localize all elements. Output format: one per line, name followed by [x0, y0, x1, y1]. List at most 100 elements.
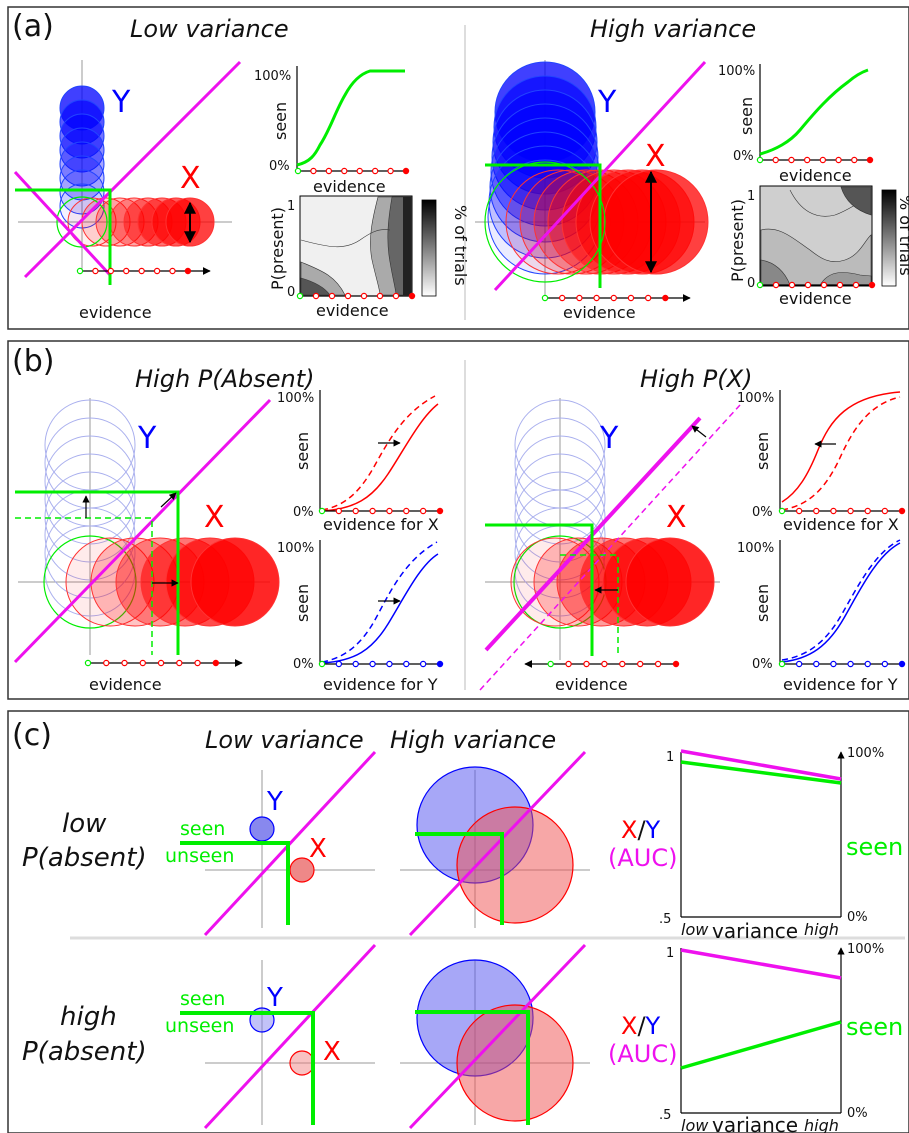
evidence-tick-dot — [419, 507, 427, 515]
c-row1-plot-right-bottom: 0% — [847, 910, 868, 925]
evidence-tick-dot — [341, 167, 348, 175]
panel-b-right-space: Y X evidence — [479, 398, 741, 694]
evidence-tick-dot — [212, 659, 220, 667]
b-right-bot-bottom-tick: 0% — [752, 657, 773, 672]
panel-a-left-heatmap: 1 0 P(present) evidence % of trials — [268, 195, 470, 320]
evidence-tick-dot — [325, 167, 333, 175]
c-row2-plot-y: Y — [645, 1012, 661, 1040]
y-distribution-circle — [59, 141, 105, 187]
evidence-tick-dot — [852, 281, 860, 289]
c-row2-plot-high: high — [804, 1116, 839, 1133]
panel-c-row1-plot: 1 .5 100% 0% X/Y (AUC) seen low high var… — [608, 746, 903, 943]
c-row1-label-2: P(absent) — [22, 843, 147, 873]
b-left-bot-bottom-tick: 0% — [293, 657, 314, 672]
panel-c-frame — [7, 710, 909, 1133]
b-right-evidence-label: evidence — [555, 675, 628, 694]
evidence-tick-dot — [369, 660, 376, 668]
evidence-tick-dot — [386, 507, 393, 515]
c-row2-x-label: X — [323, 1037, 341, 1067]
evidence-tick-dot — [157, 659, 165, 667]
evidence-tick-dot — [121, 659, 128, 667]
a-right-hm-bottom-tick: 0 — [747, 276, 755, 291]
evidence-tick-dot — [881, 507, 889, 515]
b-right-top-bottom-tick: 0% — [752, 505, 773, 520]
evidence-tick-dot — [360, 292, 368, 300]
evidence-tick-dot — [352, 660, 359, 668]
evidence-tick-dot — [402, 167, 410, 175]
evidence-tick-dot — [864, 660, 871, 668]
a-left-evidence-label: evidence — [79, 303, 152, 322]
evidence-tick-dot — [756, 281, 764, 289]
c-row1-plot-y: Y — [645, 816, 661, 844]
c-row1-plot-seen: seen — [846, 833, 903, 861]
x-distribution-circle — [603, 169, 709, 275]
evidence-tick-dot — [803, 156, 811, 164]
evidence-tick-dot — [601, 660, 608, 668]
evidence-tick-dot — [619, 660, 626, 668]
c-row2-plot-right-top: 100% — [847, 942, 884, 957]
evidence-tick-dot — [376, 292, 384, 300]
b-right-bot-ylabel: seen — [753, 584, 772, 622]
panel-a-label: (a) — [12, 9, 54, 44]
evidence-tick-dot — [795, 660, 803, 668]
evidence-tick-dot — [335, 507, 343, 515]
evidence-tick-dot — [84, 659, 92, 667]
evidence-tick-dot — [583, 660, 590, 668]
a-right-hm-ylabel: P(present) — [728, 199, 747, 282]
evidence-tick-dot — [610, 294, 617, 302]
evidence-tick-dot — [92, 267, 99, 275]
c-row1-plot-right-top: 100% — [847, 746, 884, 761]
evidence-tick-dot — [194, 659, 201, 667]
panel-c-row1: low P(absent) seen unseen Y X — [22, 750, 590, 937]
b-left-top-ylabel: seen — [293, 432, 312, 470]
evidence-tick-dot — [813, 507, 820, 515]
a-right-x-label: X — [645, 139, 666, 174]
c-row2-plot-seen: seen — [846, 1013, 903, 1041]
y-distribution-circle — [514, 453, 606, 545]
panel-a-frame — [7, 6, 909, 330]
b-right-top-ylabel: seen — [753, 432, 772, 470]
b-left-bot-top-tick: 100% — [277, 541, 314, 556]
evidence-tick-dot — [864, 507, 871, 515]
a-right-evidence-label: evidence — [563, 303, 636, 322]
evidence-tick-dot — [795, 507, 803, 515]
evidence-tick-dot — [387, 167, 394, 175]
c-row1-plot-low: low — [681, 920, 709, 939]
c-row1-unseen: unseen — [165, 845, 234, 867]
a-left-hm-ylabel: P(present) — [268, 207, 287, 290]
evidence-tick-dot — [558, 294, 566, 302]
panel-a-right-seen-plot: 100% 0% seen evidence — [718, 64, 874, 185]
c-row2-plot-slash: / — [637, 1012, 646, 1040]
panel-b-right-plot-top: 100% 0% seen evidence for X — [737, 390, 906, 534]
panel-c-label: (c) — [12, 718, 52, 753]
evidence-tick-dot — [593, 294, 600, 302]
y-distribution-circle — [59, 169, 105, 215]
evidence-tick-dot — [335, 660, 343, 668]
evidence-tick-dot — [813, 660, 820, 668]
c-row2-seen: seen — [180, 988, 225, 1010]
panel-c-row2: high P(absent) seen unseen Y X — [22, 943, 590, 1130]
evidence-tick-dot — [310, 167, 317, 175]
evidence-tick-dot — [778, 507, 786, 515]
evidence-tick-dot — [654, 660, 662, 668]
evidence-tick-dot — [184, 267, 192, 275]
panel-a-left-space: Y X evidence — [13, 60, 242, 322]
a-left-seen-ylabel: seen — [271, 102, 290, 140]
a-right-seen-bottom-tick: 0% — [733, 149, 754, 164]
evidence-tick-dot — [436, 507, 444, 515]
c-row1-plot-high: high — [804, 920, 839, 939]
c-row1-plot-left-bottom: .5 — [659, 912, 671, 927]
evidence-tick-dot — [898, 507, 906, 515]
panel-b-left-space: Y X evidence — [13, 398, 280, 694]
c-row1-plot-auc: (AUC) — [608, 844, 677, 872]
evidence-tick-dot — [627, 294, 635, 302]
c-row2-plot-left-top: 1 — [666, 946, 674, 961]
evidence-tick-dot — [296, 292, 304, 300]
b-right-x-label: X — [666, 500, 687, 535]
evidence-tick-dot — [139, 659, 146, 667]
y-distribution-circle — [514, 489, 606, 581]
evidence-tick-dot — [847, 507, 854, 515]
svg-text:X/Y: X/Y — [621, 1012, 661, 1040]
evidence-tick-dot — [312, 292, 320, 300]
